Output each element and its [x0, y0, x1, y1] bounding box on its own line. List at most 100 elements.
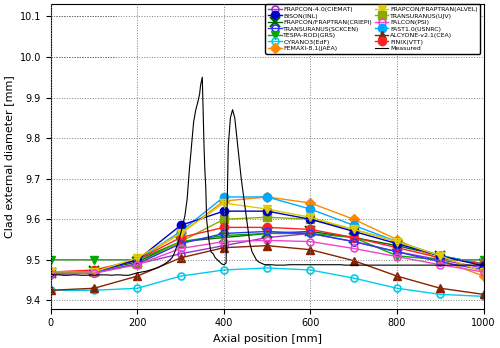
FALCON(PSI)	[264, 238, 270, 243]
FEMAXI-8.1(JAEA)	[134, 258, 140, 262]
TRANSURANUS(UJV)	[48, 270, 54, 274]
FRAPCON/FRAPTRAN(ALVEL)	[480, 270, 486, 274]
ALCYONE-v2.1(CEA)	[221, 246, 227, 250]
FRAPCON/FRAPTRAN(ALVEL)	[264, 207, 270, 211]
FRAPCON/FRAPTRAN(CRIEPI)	[48, 271, 54, 275]
Line: FRAPCON/FRAPTRAN(ALVEL): FRAPCON/FRAPTRAN(ALVEL)	[46, 199, 488, 276]
FALCON(PSI)	[48, 272, 54, 276]
FINIX(VTT)	[394, 246, 400, 250]
TRANSURANUS(UJV)	[394, 239, 400, 244]
FRAPCON-4.0(CIEMAT)	[438, 258, 444, 262]
TRANSURANUS(SCKCEN)	[438, 260, 444, 264]
FRAPCON/FRAPTRAN(CRIEPI)	[351, 236, 357, 240]
ALCYONE-v2.1(CEA)	[48, 288, 54, 292]
CYRANO3(EdF)	[91, 288, 97, 292]
FEMAXI-8.1(JAEA)	[178, 231, 184, 236]
FEMAXI-8.1(JAEA)	[48, 272, 54, 276]
FAST1.0(USNRC)	[394, 239, 400, 244]
FRAPCON/FRAPTRAN(CRIEPI)	[394, 244, 400, 248]
FRAPCON/FRAPTRAN(ALVEL)	[351, 227, 357, 231]
Line: FEMAXI-8.1(JAEA): FEMAXI-8.1(JAEA)	[48, 193, 487, 279]
BISON(INL)	[351, 229, 357, 234]
BISON(INL)	[438, 254, 444, 258]
FRAPCON/FRAPTRAN(CRIEPI)	[221, 236, 227, 240]
TESPA-ROD(GRS)	[48, 258, 54, 262]
CYRANO3(EdF)	[438, 292, 444, 296]
FEMAXI-8.1(JAEA)	[221, 199, 227, 203]
Y-axis label: Clad external diameter [mm]: Clad external diameter [mm]	[4, 75, 14, 238]
CYRANO3(EdF)	[178, 274, 184, 278]
ALCYONE-v2.1(CEA)	[394, 274, 400, 278]
FRAPCON-4.0(CIEMAT)	[178, 252, 184, 256]
FINIX(VTT)	[91, 268, 97, 272]
TRANSURANUS(SCKCEN)	[308, 231, 314, 236]
FAST1.0(USNRC)	[48, 270, 54, 274]
Measured	[212, 256, 218, 260]
CYRANO3(EdF)	[134, 286, 140, 290]
FRAPCON/FRAPTRAN(ALVEL)	[134, 256, 140, 260]
FRAPCON/FRAPTRAN(CRIEPI)	[480, 262, 486, 266]
FRAPCON-4.0(CIEMAT)	[264, 236, 270, 240]
FAST1.0(USNRC)	[308, 207, 314, 211]
FRAPCON/FRAPTRAN(CRIEPI)	[178, 239, 184, 244]
ALCYONE-v2.1(CEA)	[438, 286, 444, 290]
BISON(INL)	[91, 270, 97, 274]
FEMAXI-8.1(JAEA)	[394, 237, 400, 242]
FALCON(PSI)	[178, 246, 184, 251]
Line: BISON(INL): BISON(INL)	[46, 207, 488, 277]
Line: FALCON(PSI): FALCON(PSI)	[48, 237, 487, 278]
TRANSURANUS(SCKCEN)	[394, 250, 400, 254]
FALCON(PSI)	[134, 263, 140, 267]
FAST1.0(USNRC)	[264, 195, 270, 199]
FAST1.0(USNRC)	[480, 262, 486, 266]
TRANSURANUS(UJV)	[351, 227, 357, 231]
FEMAXI-8.1(JAEA)	[351, 217, 357, 221]
FRAPCON/FRAPTRAN(ALVEL)	[221, 201, 227, 205]
ALCYONE-v2.1(CEA)	[308, 248, 314, 252]
FRAPCON/FRAPTRAN(ALVEL)	[394, 239, 400, 244]
Line: TRANSURANUS(UJV): TRANSURANUS(UJV)	[46, 213, 488, 276]
FRAPCON/FRAPTRAN(CRIEPI)	[264, 231, 270, 236]
FRAPCON-4.0(CIEMAT)	[308, 231, 314, 236]
CYRANO3(EdF)	[351, 276, 357, 280]
ALCYONE-v2.1(CEA)	[351, 259, 357, 263]
Line: CYRANO3(EdF): CYRANO3(EdF)	[48, 264, 487, 300]
TRANSURANUS(SCKCEN)	[480, 268, 486, 272]
CYRANO3(EdF)	[480, 294, 486, 299]
Line: FRAPCON-4.0(CIEMAT): FRAPCON-4.0(CIEMAT)	[48, 230, 487, 278]
FINIX(VTT)	[178, 236, 184, 240]
ALCYONE-v2.1(CEA)	[264, 244, 270, 248]
FRAPCON-4.0(CIEMAT)	[480, 266, 486, 270]
Measured	[412, 263, 418, 267]
FRAPCON-4.0(CIEMAT)	[91, 271, 97, 275]
TESPA-ROD(GRS)	[91, 258, 97, 262]
FEMAXI-8.1(JAEA)	[438, 258, 444, 262]
ALCYONE-v2.1(CEA)	[178, 256, 184, 260]
CYRANO3(EdF)	[221, 268, 227, 272]
Line: TRANSURANUS(SCKCEN): TRANSURANUS(SCKCEN)	[48, 228, 487, 278]
FRAPCON-4.0(CIEMAT)	[394, 250, 400, 254]
FRAPCON/FRAPTRAN(CRIEPI)	[91, 269, 97, 273]
FAST1.0(USNRC)	[91, 270, 97, 274]
TRANSURANUS(UJV)	[134, 262, 140, 266]
CYRANO3(EdF)	[308, 268, 314, 272]
Line: Measured: Measured	[51, 77, 484, 275]
Measured	[242, 209, 248, 213]
TRANSURANUS(SCKCEN)	[264, 229, 270, 234]
TRANSURANUS(SCKCEN)	[178, 242, 184, 246]
TRANSURANUS(SCKCEN)	[134, 262, 140, 266]
FAST1.0(USNRC)	[221, 195, 227, 199]
FRAPCON-4.0(CIEMAT)	[134, 262, 140, 266]
BISON(INL)	[178, 223, 184, 228]
FEMAXI-8.1(JAEA)	[308, 201, 314, 205]
Measured	[61, 273, 67, 277]
FALCON(PSI)	[221, 239, 227, 244]
BISON(INL)	[394, 242, 400, 246]
FEMAXI-8.1(JAEA)	[480, 274, 486, 278]
Measured	[200, 75, 205, 79]
FRAPCON-4.0(CIEMAT)	[48, 272, 54, 276]
Measured	[178, 231, 184, 236]
ALCYONE-v2.1(CEA)	[134, 274, 140, 278]
FINIX(VTT)	[308, 227, 314, 231]
CYRANO3(EdF)	[394, 286, 400, 290]
